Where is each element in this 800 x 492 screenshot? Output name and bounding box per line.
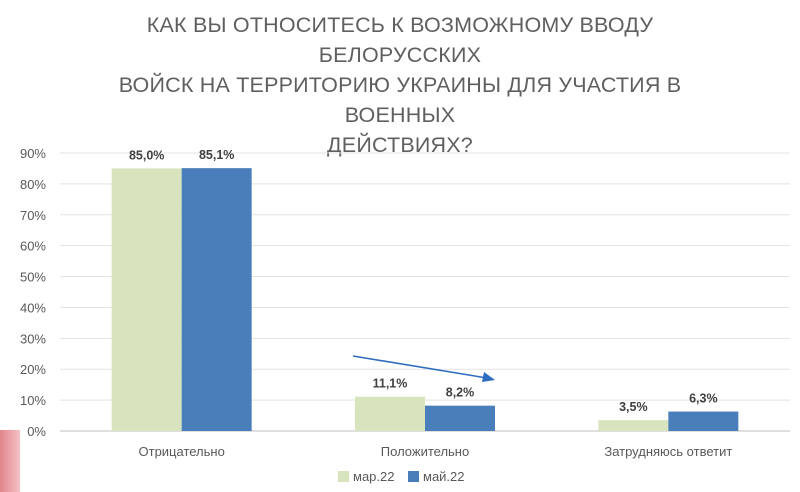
y-tick-label: 70% <box>20 208 46 223</box>
chart-title-line-1: КАК ВЫ ОТНОСИТЕСЬ К ВОЗМОЖНОМУ ВВОДУ БЕЛ… <box>146 13 654 67</box>
x-tick-label: Положительно <box>381 444 469 459</box>
data-label: 3,5% <box>619 400 648 414</box>
legend-swatch <box>338 471 349 482</box>
legend-label: май.22 <box>423 469 465 484</box>
data-label: 85,1% <box>199 148 234 162</box>
y-tick-label: 20% <box>20 362 46 377</box>
legend-swatch <box>408 471 419 482</box>
data-label: 8,2% <box>446 386 475 400</box>
edge-decoration <box>0 430 20 492</box>
data-label: 85,0% <box>129 148 164 162</box>
data-label: 6,3% <box>689 392 718 406</box>
legend-label: мар.22 <box>353 469 394 484</box>
y-tick-label: 40% <box>20 300 46 315</box>
y-tick-label: 30% <box>20 331 46 346</box>
bar <box>668 411 739 431</box>
x-tick-label: Затрудняюсь ответит <box>604 444 732 459</box>
y-tick-label: 60% <box>20 239 46 254</box>
chart-title-line-2: ВОЙСК НА ТЕРРИТОРИЮ УКРАИНЫ ДЛЯ УЧАСТИЯ … <box>118 73 682 127</box>
x-tick-label: Отрицательно <box>139 444 225 459</box>
bar <box>598 420 669 431</box>
y-tick-label: 10% <box>20 393 46 408</box>
trend-arrow-head <box>482 372 495 382</box>
data-label: 11,1% <box>373 377 408 391</box>
bar <box>425 405 495 431</box>
bar <box>181 168 252 431</box>
bar <box>111 168 182 431</box>
y-tick-label: 90% <box>20 146 46 161</box>
bar <box>355 396 425 431</box>
y-tick-label: 0% <box>27 424 46 439</box>
y-tick-label: 80% <box>20 177 46 192</box>
trend-arrow-line <box>352 355 488 379</box>
y-tick-label: 50% <box>20 270 46 285</box>
